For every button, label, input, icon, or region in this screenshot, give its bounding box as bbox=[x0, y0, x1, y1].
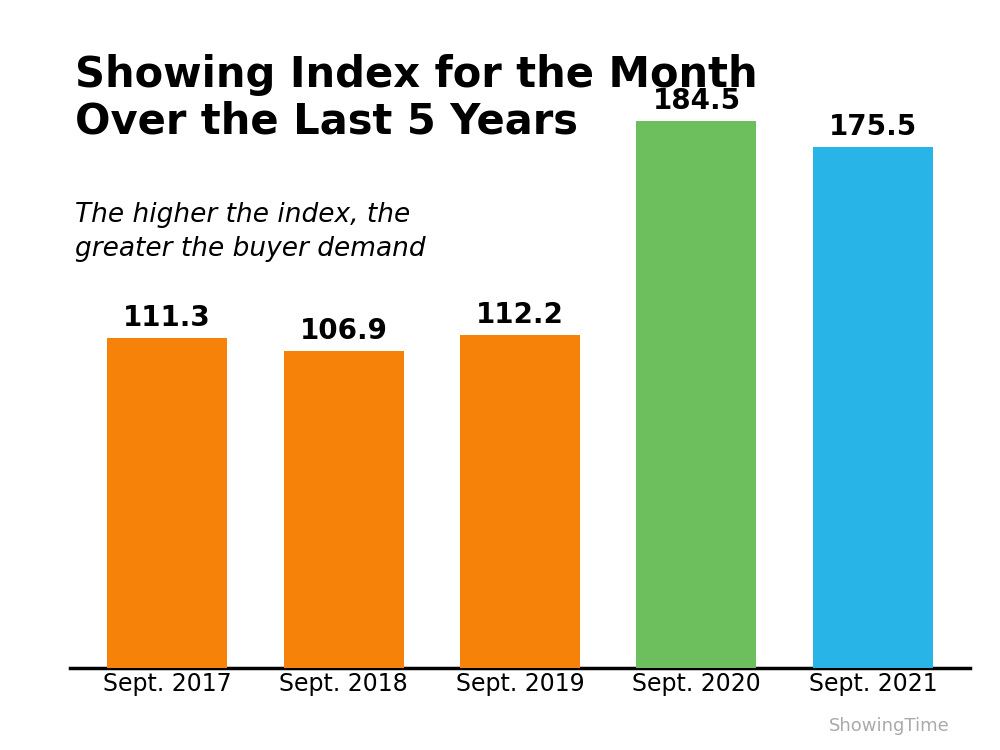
Text: 175.5: 175.5 bbox=[829, 113, 917, 141]
Text: The higher the index, the
greater the buyer demand: The higher the index, the greater the bu… bbox=[75, 202, 426, 262]
Text: 111.3: 111.3 bbox=[123, 304, 211, 332]
Text: 184.5: 184.5 bbox=[652, 87, 741, 115]
Bar bbox=[284, 350, 404, 668]
Bar bbox=[107, 338, 227, 668]
Text: 106.9: 106.9 bbox=[300, 316, 387, 345]
Bar bbox=[813, 147, 933, 668]
Bar bbox=[636, 121, 756, 668]
Text: ShowingTime: ShowingTime bbox=[829, 717, 950, 735]
Bar bbox=[460, 335, 580, 668]
Text: Showing Index for the Month
Over the Last 5 Years: Showing Index for the Month Over the Las… bbox=[75, 54, 758, 142]
Text: 112.2: 112.2 bbox=[476, 301, 564, 329]
